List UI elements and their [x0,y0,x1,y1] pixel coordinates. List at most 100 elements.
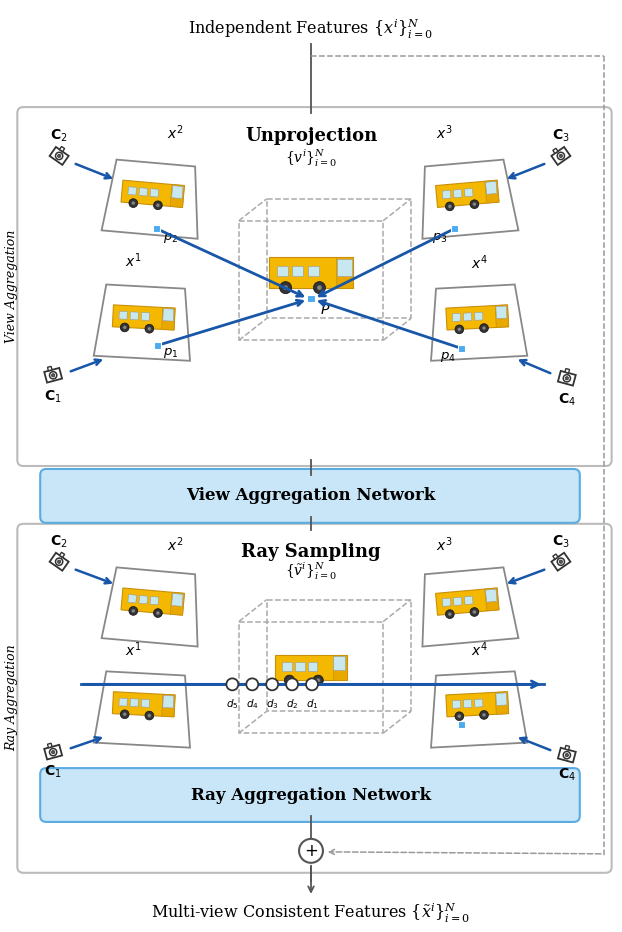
Polygon shape [485,588,499,610]
Text: $\mathbf{C}_1$: $\mathbf{C}_1$ [44,764,62,780]
Text: $p_1$: $p_1$ [163,347,178,361]
Circle shape [458,715,461,718]
Circle shape [154,201,162,210]
Circle shape [445,202,454,211]
Text: $\mathbf{C}_3$: $\mathbf{C}_3$ [552,534,570,550]
Circle shape [246,678,258,691]
Polygon shape [60,553,65,557]
Polygon shape [139,596,147,604]
Polygon shape [295,662,305,671]
Polygon shape [486,182,497,195]
Text: $\mathbf{C}_4$: $\mathbf{C}_4$ [558,767,576,783]
Polygon shape [121,180,184,208]
Circle shape [52,374,55,377]
Polygon shape [452,700,461,708]
Polygon shape [172,185,183,199]
Polygon shape [94,671,190,747]
Circle shape [316,678,320,682]
Polygon shape [475,312,483,321]
Polygon shape [308,662,317,671]
Polygon shape [121,588,184,615]
Circle shape [565,753,569,757]
Polygon shape [558,371,576,386]
Circle shape [129,607,137,615]
Polygon shape [463,313,472,321]
Circle shape [470,199,479,209]
Circle shape [299,839,323,863]
Circle shape [280,281,292,294]
Text: $d_1$: $d_1$ [305,697,318,711]
Polygon shape [141,699,149,707]
Polygon shape [308,266,318,277]
Text: Ray Sampling: Ray Sampling [241,542,381,561]
Polygon shape [553,554,558,559]
Polygon shape [162,308,175,330]
Polygon shape [128,595,137,603]
Polygon shape [463,700,472,707]
Circle shape [123,325,126,329]
Text: $\{\tilde{v}^i\}_{i=0}^{N}$: $\{\tilde{v}^i\}_{i=0}^{N}$ [285,561,337,582]
Text: $\{v^i\}_{i=0}^{N}$: $\{v^i\}_{i=0}^{N}$ [285,147,337,169]
Polygon shape [453,189,462,198]
Polygon shape [150,188,159,197]
Polygon shape [431,284,527,361]
Polygon shape [496,306,507,319]
Polygon shape [422,568,518,647]
Polygon shape [292,266,304,277]
Circle shape [448,612,452,616]
Text: $+$: $+$ [304,842,318,860]
Text: $p_2$: $p_2$ [163,231,178,245]
Circle shape [455,325,464,334]
Polygon shape [277,266,288,277]
Polygon shape [44,745,62,760]
Circle shape [266,678,278,691]
Circle shape [154,609,162,617]
Polygon shape [565,746,570,750]
Circle shape [473,610,476,614]
Polygon shape [435,180,499,208]
Polygon shape [496,692,507,706]
Polygon shape [119,311,128,320]
Polygon shape [50,553,68,570]
Text: Independent Features $\{x^i\}_{i=0}^{N}$: Independent Features $\{x^i\}_{i=0}^{N}$ [188,18,434,41]
Circle shape [55,558,63,566]
Polygon shape [337,259,351,276]
Polygon shape [565,368,570,373]
Polygon shape [163,695,174,708]
Text: $d_3$: $d_3$ [266,697,279,711]
Circle shape [283,285,288,290]
Polygon shape [465,188,473,197]
Polygon shape [333,654,347,680]
Polygon shape [551,553,570,570]
Circle shape [286,678,298,691]
Polygon shape [101,568,198,647]
Polygon shape [130,312,139,320]
Polygon shape [130,699,139,706]
Circle shape [564,375,570,382]
Polygon shape [451,226,458,232]
Circle shape [145,324,154,333]
Polygon shape [139,187,147,196]
Circle shape [123,713,126,716]
Text: $d_4$: $d_4$ [246,697,259,711]
Polygon shape [333,656,345,670]
FancyBboxPatch shape [40,768,580,822]
Text: $\mathbf{C}_1$: $\mathbf{C}_1$ [44,389,62,405]
Text: $\mathbf{C}_2$: $\mathbf{C}_2$ [50,128,68,144]
Text: $\mathbf{C}_3$: $\mathbf{C}_3$ [552,128,570,144]
Circle shape [156,203,160,207]
Polygon shape [458,720,465,728]
Text: $x^1$: $x^1$ [124,252,141,270]
Text: $d_5$: $d_5$ [226,697,239,711]
Text: $x^1$: $x^1$ [124,640,141,659]
Polygon shape [60,146,65,152]
Polygon shape [282,662,292,671]
Polygon shape [50,147,68,165]
Polygon shape [170,185,184,208]
Text: $x^3$: $x^3$ [436,124,453,143]
Polygon shape [307,295,315,303]
Circle shape [470,608,479,616]
Polygon shape [113,692,175,717]
Text: $x^4$: $x^4$ [471,640,488,659]
Polygon shape [551,147,570,165]
